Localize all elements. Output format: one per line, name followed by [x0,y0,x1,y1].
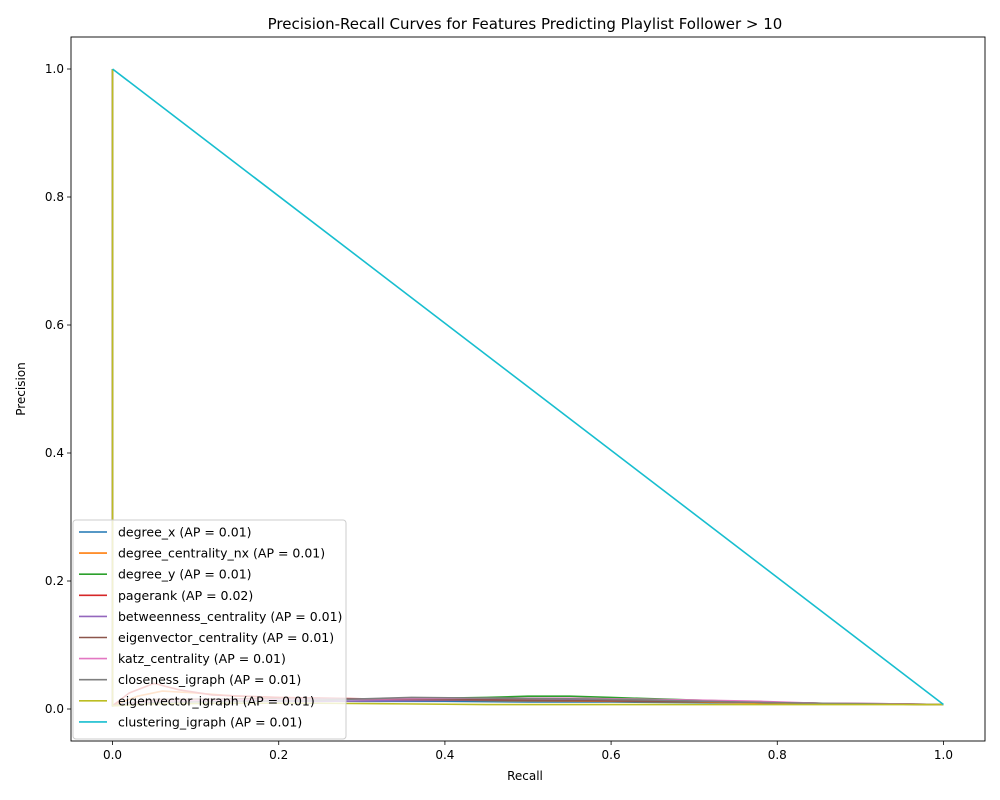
legend-entry-4: betweenness_centrality (AP = 0.01) [118,609,342,624]
plot-frame [70,36,986,742]
legend-entry-7: closeness_igraph (AP = 0.01) [118,672,301,687]
x-axis-ticks: 0.0 0.2 0.4 0.6 0.8 1.0 [103,741,953,762]
legend-entry-2: degree_y (AP = 0.01) [118,567,252,582]
y-tick-label: 0.4 [45,446,64,460]
y-axis-ticks: 0.0 0.2 0.4 0.6 0.8 1.0 [45,62,71,716]
x-axis-label: Recall [507,769,543,783]
legend-entry-8: eigenvector_igraph (AP = 0.01) [118,693,315,708]
legend-box [72,519,347,740]
y-axis-label: Precision [14,362,28,416]
x-tick-label: 0.8 [768,748,787,762]
chart-title: Precision-Recall Curves for Features Pre… [268,15,783,33]
x-tick-label: 0.6 [602,748,621,762]
legend-entry-6: katz_centrality (AP = 0.01) [118,651,286,666]
series-line-9 [112,68,944,706]
y-tick-label: 1.0 [45,62,64,76]
y-tick-label: 0.8 [45,190,64,204]
legend-entry-9: clustering_igraph (AP = 0.01) [118,714,302,729]
x-tick-label: 0.4 [435,748,454,762]
x-tick-label: 1.0 [934,748,953,762]
y-tick-label: 0.2 [45,574,64,588]
y-tick-label: 0.6 [45,318,64,332]
legend-entry-1: degree_centrality_nx (AP = 0.01) [118,546,325,561]
x-tick-label: 0.2 [269,748,288,762]
x-tick-label: 0.0 [103,748,122,762]
legend-entry-0: degree_x (AP = 0.01) [118,525,252,540]
legend: degree_x (AP = 0.01) degree_centrality_nx… [72,519,347,740]
legend-entry-5: eigenvector_centrality (AP = 0.01) [118,630,334,645]
legend-entry-3: pagerank (AP = 0.02) [118,588,253,603]
y-tick-label: 0.0 [45,702,64,716]
